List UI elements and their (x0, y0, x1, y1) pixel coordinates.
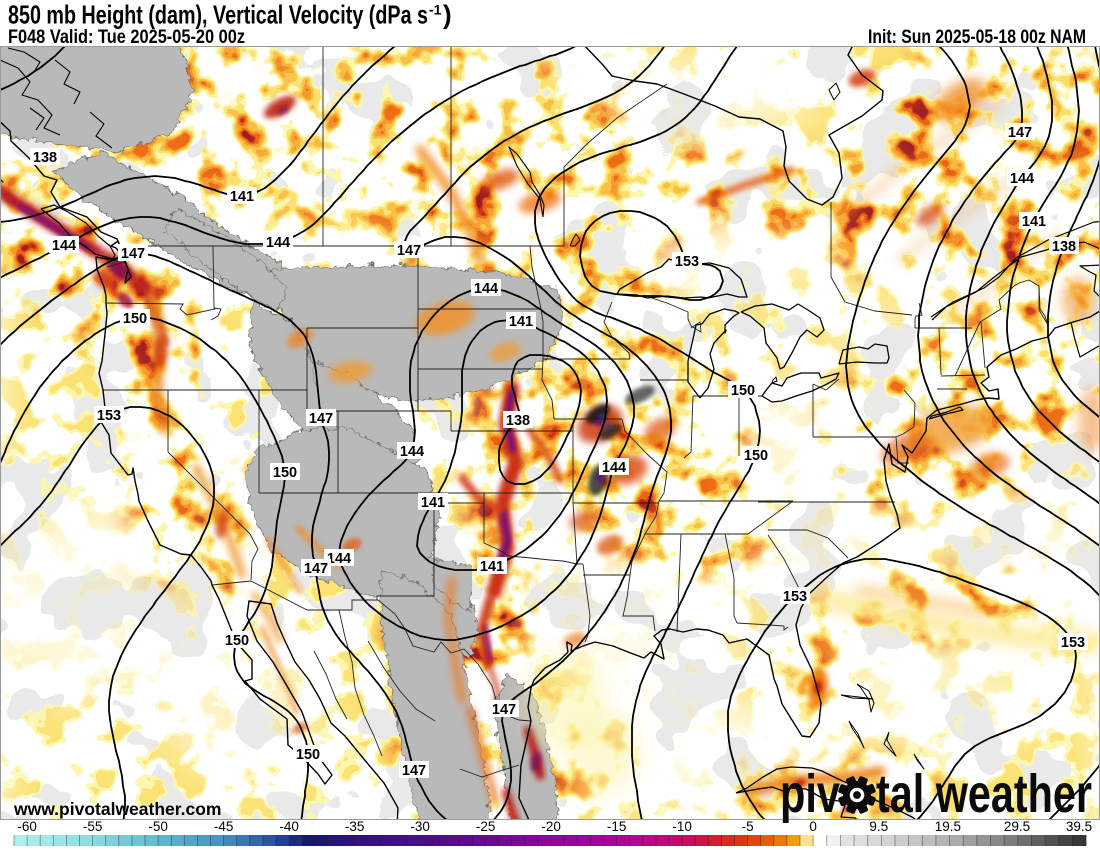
svg-text:-35: -35 (345, 819, 365, 834)
svg-text:850 mb Height (dam), Vertical: 850 mb Height (dam), Vertical Velocity (… (8, 0, 428, 30)
svg-text:147: 147 (492, 702, 516, 718)
svg-text:144: 144 (400, 444, 424, 460)
svg-text:138: 138 (506, 413, 530, 429)
svg-text:138: 138 (33, 150, 57, 166)
svg-text:39.5: 39.5 (1066, 819, 1092, 834)
svg-text:153: 153 (783, 589, 807, 605)
svg-text:piv: piv (780, 764, 840, 824)
svg-text:141: 141 (1022, 214, 1046, 230)
svg-text:141: 141 (421, 495, 445, 511)
svg-text:147: 147 (1008, 125, 1032, 141)
svg-text:147: 147 (309, 411, 333, 427)
svg-text:144: 144 (266, 235, 290, 251)
svg-text:9.5: 9.5 (869, 819, 888, 834)
svg-text:150: 150 (296, 747, 320, 763)
svg-text:-25: -25 (476, 819, 496, 834)
svg-text:-1: -1 (429, 2, 442, 18)
svg-text:150: 150 (225, 633, 249, 649)
svg-text:147: 147 (402, 763, 426, 779)
svg-text:-50: -50 (148, 819, 168, 834)
svg-text:147: 147 (121, 246, 145, 262)
svg-text:153: 153 (1061, 635, 1085, 651)
svg-text:144: 144 (1010, 171, 1034, 187)
svg-text:141: 141 (230, 189, 254, 205)
svg-text:153: 153 (675, 254, 699, 270)
svg-text:141: 141 (509, 314, 533, 330)
svg-text:147: 147 (304, 561, 328, 577)
svg-text:-15: -15 (607, 819, 627, 834)
svg-text:19.5: 19.5 (935, 819, 961, 834)
svg-text:147: 147 (397, 243, 421, 259)
svg-text:-5: -5 (742, 819, 754, 834)
svg-text:141: 141 (480, 559, 504, 575)
svg-text:-60: -60 (17, 819, 37, 834)
svg-text:144: 144 (602, 460, 626, 476)
svg-text:-55: -55 (83, 819, 103, 834)
svg-text:-10: -10 (672, 819, 692, 834)
svg-text:www.pivotalweather.com: www.pivotalweather.com (13, 799, 221, 819)
svg-text:tal weather: tal weather (876, 764, 1092, 824)
svg-text:-30: -30 (410, 819, 430, 834)
svg-text:-45: -45 (214, 819, 234, 834)
svg-text:144: 144 (327, 551, 351, 567)
svg-text:Init: Sun 2025-05-18 00z NAM: Init: Sun 2025-05-18 00z NAM (868, 26, 1086, 48)
svg-text:29.5: 29.5 (1004, 819, 1030, 834)
svg-text:150: 150 (744, 448, 768, 464)
svg-text:144: 144 (52, 238, 76, 254)
svg-text:150: 150 (123, 311, 147, 327)
svg-text:150: 150 (731, 383, 755, 399)
svg-text:144: 144 (474, 281, 498, 297)
svg-text:): ) (443, 0, 452, 30)
svg-text:-20: -20 (541, 819, 561, 834)
svg-text:0: 0 (809, 819, 817, 834)
svg-text:138: 138 (1052, 239, 1076, 255)
svg-text:F048 Valid: Tue 2025-05-20 00z: F048 Valid: Tue 2025-05-20 00z (8, 26, 245, 48)
svg-text:153: 153 (97, 408, 121, 424)
svg-text:150: 150 (273, 465, 297, 481)
svg-text:-40: -40 (279, 819, 299, 834)
